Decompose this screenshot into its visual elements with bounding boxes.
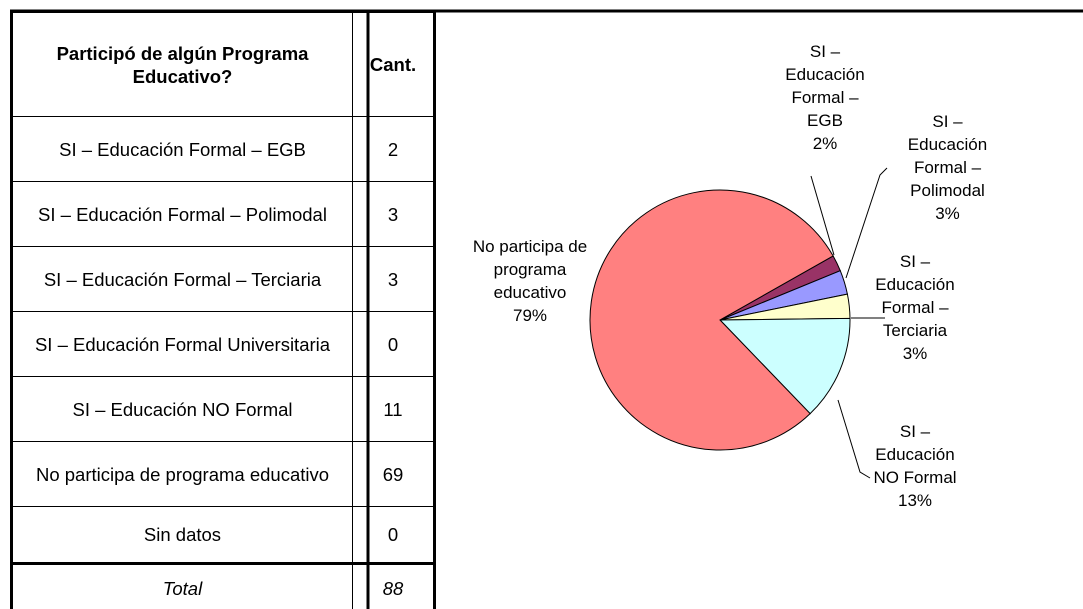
slice-percent: 3% — [902, 344, 928, 363]
table-row: SI – Educación Formal – Terciaria 3 — [10, 246, 436, 312]
table-cell: SI – Educación Formal – Polimodal — [10, 181, 353, 247]
table-cell: 3 — [352, 181, 436, 247]
table-row: SI – Educación Formal Universitaria 0 — [10, 311, 436, 377]
table-cell: SI – Educación Formal Universitaria — [10, 311, 353, 377]
table-cell: 2 — [352, 116, 436, 182]
slice-percent: 3% — [935, 204, 960, 223]
table-cell: Sin datos — [10, 506, 353, 564]
pie-slice — [589, 189, 834, 451]
table-row: Total 88 — [10, 562, 436, 609]
slice-label: SI – Educación NO Formal 13% — [865, 420, 965, 512]
leader-line — [810, 175, 835, 256]
table-row: SI – Educación Formal – EGB 2 — [10, 116, 436, 182]
slice-label: SI – Educación Formal – Polimodal 3% — [900, 110, 995, 225]
table-cell: No participa de programa educativo — [10, 441, 353, 507]
table-row: SI – Educación NO Formal 11 — [10, 376, 436, 442]
table-cell: 0 — [352, 311, 436, 377]
table-cell: 0 — [352, 506, 436, 564]
table-cell: 3 — [352, 246, 436, 312]
table-row: Sin datos 0 — [10, 506, 436, 564]
leader-lines — [810, 167, 888, 479]
slice-name: SI – Educación Formal – Polimodal — [907, 112, 988, 200]
table-cell: 88 — [352, 562, 436, 609]
data-table: Participó de algún Programa Educativo? Ca… — [10, 10, 436, 609]
slice-name: SI – Educación NO Formal — [873, 422, 957, 487]
pie-slice — [718, 317, 851, 415]
table-cell: 69 — [352, 441, 436, 507]
slice-percent: 79% — [512, 306, 548, 325]
table-cell: SI – Educación Formal – EGB — [10, 116, 353, 182]
table-row: No participa de programa educativo 69 — [10, 441, 436, 507]
table-cell: Total — [10, 562, 353, 609]
table-cell: SI – Educación Formal – Terciaria — [10, 246, 353, 312]
slice-label: SI – Educación Formal – Terciaria 3% — [870, 250, 960, 365]
slice-name: SI – Educación Formal – EGB — [785, 42, 865, 130]
table-cell: 11 — [352, 376, 436, 442]
table-cell: Cant. — [352, 10, 436, 117]
table-row: Participó de algún Programa Educativo? Ca… — [10, 10, 436, 117]
slice-label: SI – Educación Formal – EGB 2% — [785, 40, 865, 155]
slice-percent: 13% — [897, 491, 933, 510]
slice-name: No participa de programa educativo — [472, 237, 588, 302]
leader-line — [845, 167, 888, 279]
table-cell: SI – Educación NO Formal — [10, 376, 353, 442]
table-row: SI – Educación Formal – Polimodal 3 — [10, 181, 436, 247]
slice-label: No participa de programa educativo 79% — [460, 235, 600, 327]
slice-name: SI – Educación Formal – Terciaria — [875, 252, 955, 340]
slice-percent: 2% — [812, 134, 838, 153]
leader-line — [837, 399, 871, 479]
table-cell: Participó de algún Programa Educativo? — [10, 10, 353, 117]
